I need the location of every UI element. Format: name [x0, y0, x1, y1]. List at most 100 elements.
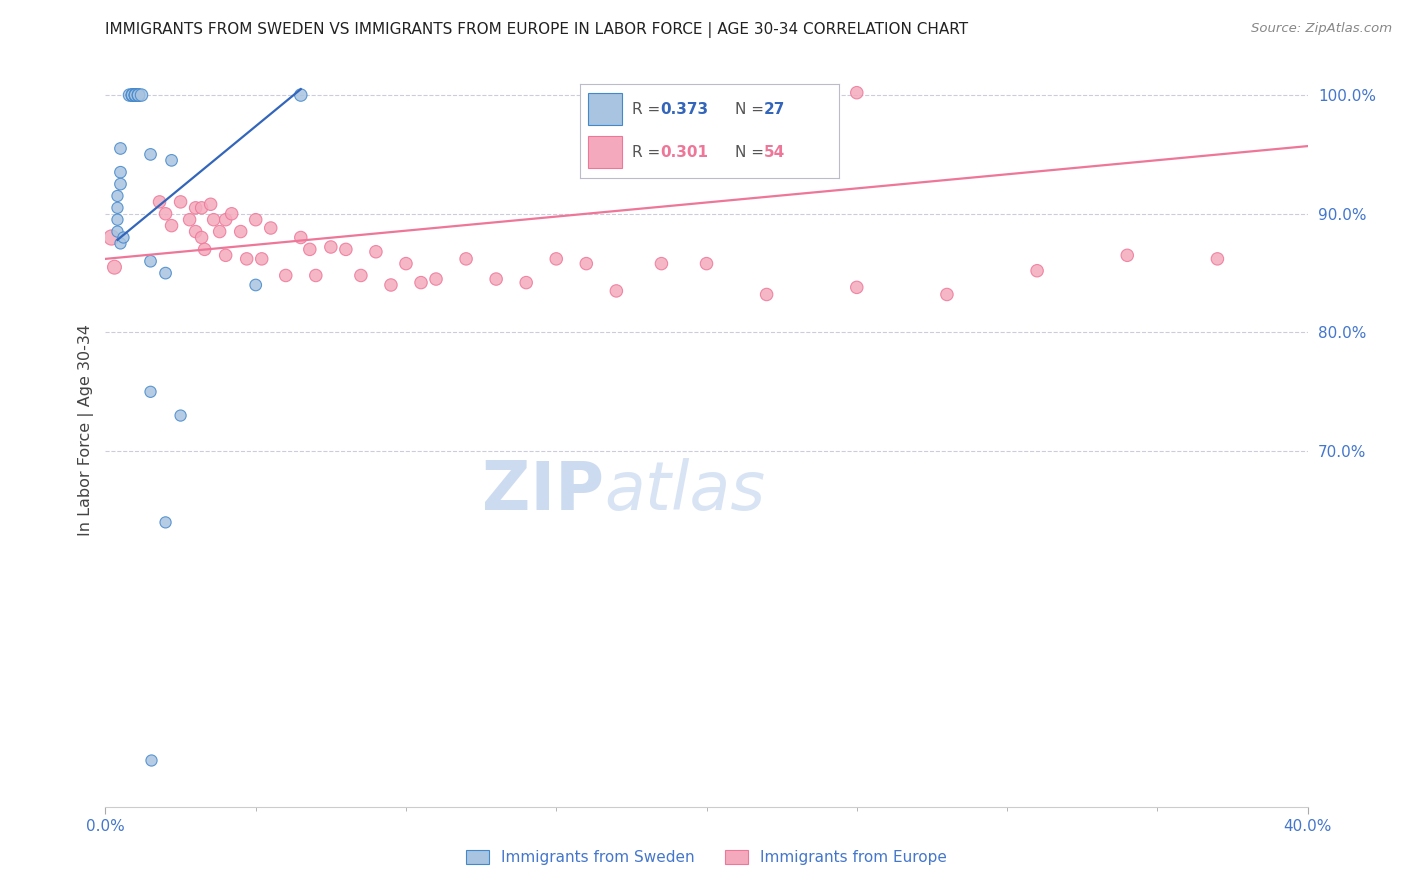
- Point: [107, 212, 129, 227]
- Text: 27: 27: [763, 102, 785, 117]
- Point: [110, 165, 132, 179]
- Point: [298, 243, 321, 257]
- FancyBboxPatch shape: [588, 93, 621, 125]
- Point: [190, 230, 212, 244]
- Point: [409, 276, 432, 290]
- Text: atlas: atlas: [605, 458, 765, 524]
- Point: [395, 257, 418, 271]
- Point: [214, 248, 236, 262]
- Text: 54: 54: [763, 145, 785, 160]
- Point: [260, 221, 283, 235]
- Point: [128, 88, 150, 103]
- Point: [121, 88, 143, 103]
- Text: 0.301: 0.301: [661, 145, 709, 160]
- Point: [290, 230, 312, 244]
- Point: [364, 244, 387, 259]
- Point: [169, 409, 191, 423]
- Text: Source: ZipAtlas.com: Source: ZipAtlas.com: [1251, 22, 1392, 36]
- Text: N =: N =: [735, 102, 769, 117]
- Point: [194, 243, 217, 257]
- Point: [121, 88, 143, 103]
- Text: 0.373: 0.373: [661, 102, 709, 117]
- Point: [546, 252, 568, 266]
- Point: [274, 268, 297, 283]
- Point: [425, 272, 447, 286]
- Point: [169, 194, 191, 209]
- Point: [160, 153, 183, 168]
- Point: [214, 212, 236, 227]
- Text: ZIP: ZIP: [482, 458, 605, 524]
- Point: [139, 384, 162, 399]
- Point: [184, 225, 207, 239]
- Point: [845, 280, 868, 294]
- Point: [124, 88, 146, 103]
- Point: [139, 753, 162, 767]
- Point: [184, 201, 207, 215]
- Point: [112, 230, 135, 244]
- Text: N =: N =: [735, 145, 769, 160]
- Point: [107, 201, 129, 215]
- Point: [755, 86, 778, 100]
- Point: [155, 266, 177, 280]
- Point: [250, 252, 273, 266]
- Point: [155, 516, 177, 530]
- Point: [148, 194, 170, 209]
- Point: [110, 177, 132, 191]
- Point: [605, 284, 627, 298]
- Point: [650, 257, 672, 271]
- Point: [1026, 264, 1049, 278]
- Point: [305, 268, 328, 283]
- Point: [319, 240, 342, 254]
- Point: [245, 212, 267, 227]
- Text: IMMIGRANTS FROM SWEDEN VS IMMIGRANTS FROM EUROPE IN LABOR FORCE | AGE 30-34 CORR: IMMIGRANTS FROM SWEDEN VS IMMIGRANTS FRO…: [105, 22, 969, 38]
- Point: [1116, 248, 1139, 262]
- Point: [936, 287, 959, 301]
- Point: [131, 88, 153, 103]
- Point: [121, 88, 143, 103]
- Point: [755, 287, 778, 301]
- Point: [235, 252, 257, 266]
- Point: [107, 225, 129, 239]
- Point: [575, 257, 598, 271]
- Text: R =: R =: [631, 145, 665, 160]
- Point: [290, 88, 312, 103]
- Point: [124, 88, 146, 103]
- Point: [221, 207, 243, 221]
- Point: [845, 86, 868, 100]
- Point: [200, 197, 222, 211]
- Point: [229, 225, 252, 239]
- Point: [380, 277, 402, 292]
- Point: [118, 88, 141, 103]
- Point: [124, 88, 146, 103]
- Point: [335, 243, 357, 257]
- Point: [485, 272, 508, 286]
- Point: [208, 225, 231, 239]
- Point: [454, 252, 477, 266]
- Point: [696, 257, 718, 271]
- Point: [179, 212, 201, 227]
- Point: [121, 88, 143, 103]
- Point: [202, 212, 225, 227]
- Point: [124, 88, 146, 103]
- Y-axis label: In Labor Force | Age 30-34: In Labor Force | Age 30-34: [79, 325, 94, 536]
- Point: [139, 254, 162, 268]
- Point: [110, 141, 132, 155]
- Point: [160, 219, 183, 233]
- Point: [190, 201, 212, 215]
- Point: [245, 277, 267, 292]
- Point: [350, 268, 373, 283]
- Text: R =: R =: [631, 102, 665, 117]
- FancyBboxPatch shape: [588, 136, 621, 169]
- Point: [103, 260, 125, 275]
- Point: [124, 88, 146, 103]
- Point: [128, 88, 150, 103]
- Point: [100, 230, 122, 244]
- Point: [128, 88, 150, 103]
- Point: [696, 128, 718, 143]
- Point: [110, 236, 132, 251]
- Point: [139, 147, 162, 161]
- Legend: Immigrants from Sweden, Immigrants from Europe: Immigrants from Sweden, Immigrants from …: [460, 844, 953, 871]
- Point: [107, 189, 129, 203]
- Point: [515, 276, 537, 290]
- Point: [155, 207, 177, 221]
